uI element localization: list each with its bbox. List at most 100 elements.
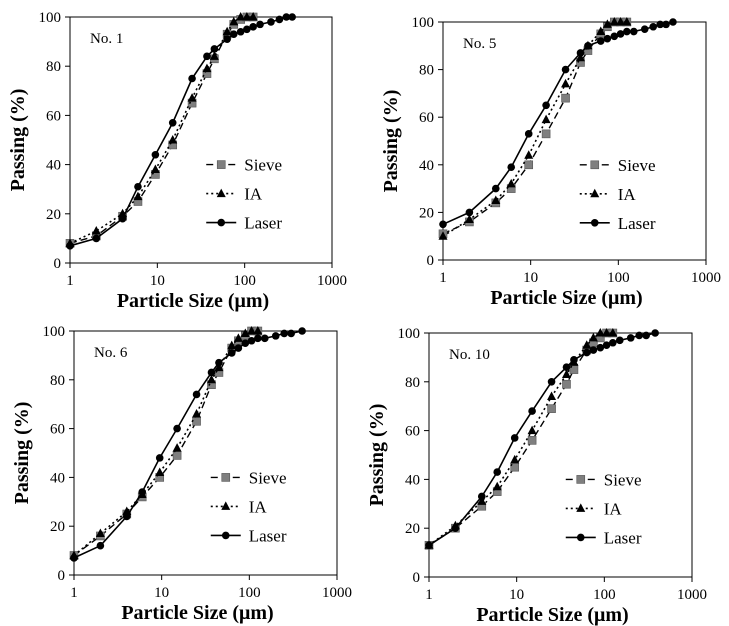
data-point-laser — [603, 34, 612, 43]
data-point-laser — [287, 329, 295, 338]
y-tick-label: 20 — [405, 521, 420, 537]
data-point-ia — [187, 93, 197, 102]
legend-marker-sieve — [590, 160, 600, 170]
x-tick-label: 1 — [66, 273, 74, 289]
data-point-laser — [451, 524, 460, 532]
data-point-laser — [229, 30, 238, 39]
plot-area-frame — [73, 330, 338, 576]
data-point-ia — [491, 195, 501, 204]
legend: Sieve IA Laser — [565, 470, 642, 547]
data-point-laser — [118, 214, 127, 223]
data-point-laser — [203, 52, 211, 61]
data-point-laser — [192, 390, 201, 399]
y-tick-label: 80 — [405, 375, 420, 391]
data-point-laser — [651, 329, 659, 337]
legend-marker-ia — [590, 188, 600, 198]
chart-panel-2: 0 20 40 60 80 100 1 10 100 1000 Particle Size (μm)… — [380, 15, 721, 309]
data-point-ia — [596, 26, 606, 36]
data-point-laser — [234, 344, 243, 352]
data-point-laser — [635, 331, 644, 340]
x-tick-label: 1 — [439, 270, 447, 286]
plot-area-frame — [428, 332, 693, 578]
data-point-ia — [253, 326, 263, 335]
data-point-laser — [267, 18, 275, 26]
data-point-laser — [138, 488, 147, 496]
legend-label-ia: IA — [618, 185, 637, 204]
data-point-laser — [610, 32, 619, 41]
x-axis-label: Particle Size (μm) — [121, 602, 273, 624]
data-point-ia — [133, 191, 143, 201]
legend-label-laser: Laser — [618, 214, 656, 233]
y-tick-label: 40 — [405, 472, 420, 488]
data-point-ia — [229, 16, 239, 26]
data-point-ia — [602, 19, 612, 28]
data-point-laser — [582, 348, 591, 357]
data-point-laser — [298, 327, 306, 335]
data-point-ia — [438, 231, 448, 240]
data-point-laser — [223, 35, 231, 43]
data-point-laser — [629, 27, 638, 36]
data-point-ia — [541, 114, 551, 124]
data-point-ia — [547, 391, 557, 400]
data-point-laser — [70, 554, 78, 562]
data-point-ia — [524, 150, 534, 159]
data-point-ia — [155, 467, 165, 477]
legend-marker-sieve — [576, 475, 586, 484]
data-point-laser — [649, 22, 658, 31]
data-point-laser — [616, 30, 625, 38]
data-point-laser — [256, 20, 264, 29]
y-tick-label: 60 — [405, 424, 420, 440]
x-tick-label: 100 — [233, 273, 256, 289]
data-point-laser — [642, 331, 650, 340]
data-point-laser — [615, 336, 624, 345]
data-point-ia — [206, 374, 216, 384]
panel-title: No. 5 — [463, 36, 496, 52]
data-point-laser — [188, 74, 196, 83]
data-point-laser — [236, 27, 245, 36]
y-tick-label: 80 — [50, 373, 65, 389]
data-point-laser — [626, 334, 635, 342]
data-point-ia — [214, 362, 224, 372]
legend-label-sieve: Sieve — [604, 470, 642, 489]
data-point-laser — [547, 378, 556, 386]
y-tick-label: 20 — [50, 519, 65, 535]
data-point-laser — [528, 407, 536, 415]
legend-label-sieve: Sieve — [244, 156, 282, 175]
legend-marker-laser — [217, 218, 226, 227]
series-line-ia — [69, 16, 254, 245]
y-tick-label: 60 — [46, 108, 61, 124]
data-point-laser — [507, 163, 516, 171]
series-ia — [65, 12, 258, 247]
data-point-ia — [242, 12, 252, 21]
data-point-laser — [491, 184, 500, 193]
data-point-laser — [151, 150, 160, 159]
legend-label-laser: Laser — [604, 528, 642, 547]
data-point-ia — [622, 17, 632, 26]
data-point-laser — [215, 358, 223, 367]
data-point-ia — [616, 17, 626, 26]
series-line-laser — [69, 16, 293, 247]
y-tick-label: 40 — [46, 158, 61, 174]
y-tick-label: 100 — [43, 324, 66, 340]
series-laser — [439, 18, 677, 229]
series-line-laser — [73, 330, 303, 559]
series-line-laser — [442, 21, 674, 226]
legend: Sieve IA Laser — [210, 468, 287, 545]
legend-label-sieve: Sieve — [618, 156, 656, 175]
x-tick-label: 1000 — [691, 270, 721, 286]
legend-marker-sieve — [221, 473, 231, 482]
series-line-sieve — [428, 332, 613, 546]
data-point-ia — [233, 333, 243, 342]
y-tick-label: 40 — [50, 470, 65, 486]
x-tick-label: 10 — [523, 270, 538, 286]
legend-marker-ia — [216, 188, 226, 198]
y-tick-label: 40 — [419, 158, 434, 174]
data-point-laser — [656, 20, 664, 29]
data-point-laser — [122, 512, 131, 521]
data-point-laser — [92, 234, 101, 243]
data-point-ia — [247, 326, 257, 335]
y-tick-label: 0 — [58, 568, 66, 584]
data-point-laser — [260, 334, 269, 343]
data-point-ia — [477, 496, 487, 505]
